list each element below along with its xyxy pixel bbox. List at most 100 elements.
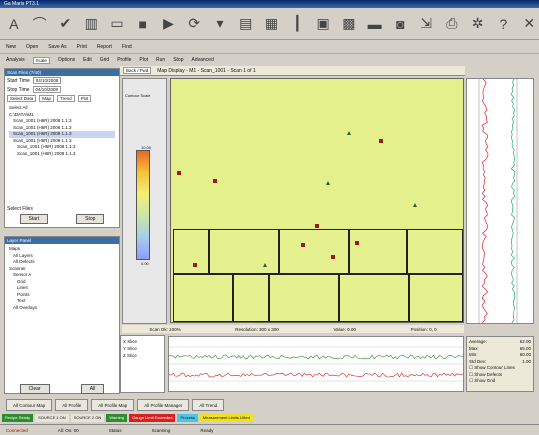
tree-item[interactable]: Scan_1001 (H6R) 2008 1.1.3 — [9, 131, 115, 138]
layer-item[interactable]: Points — [17, 291, 30, 297]
tree-item[interactable]: Scan_1001 (H6R) 2008 1.1.3 — [17, 150, 76, 156]
alarm-indicator[interactable]: Warning — [106, 413, 127, 422]
tb3-plot[interactable]: Plot — [139, 57, 149, 63]
slice-y[interactable]: Y Slice — [123, 346, 137, 351]
layers-icon[interactable]: ▥ — [84, 15, 98, 31]
tb3-grid[interactable]: Grid — [99, 57, 110, 63]
tree-item[interactable]: Select All — [9, 105, 28, 110]
defect-marker[interactable] — [315, 224, 319, 228]
tb3-options[interactable]: Options — [57, 57, 76, 63]
tab-profile-map[interactable]: All Profile Map — [91, 399, 135, 411]
tab-trend[interactable]: Trend — [57, 95, 75, 102]
tb3-advanced[interactable]: Advanced — [191, 57, 214, 63]
tree-item[interactable]: C:\DATA\M1 — [9, 111, 34, 117]
layer-item[interactable]: Sensor A — [13, 272, 32, 277]
defect-marker[interactable] — [379, 139, 383, 143]
defect-triangle[interactable] — [263, 263, 267, 267]
tb3-edit[interactable]: Edit — [83, 57, 92, 63]
clear-button[interactable]: Clear — [19, 384, 50, 394]
defect-triangle[interactable] — [413, 203, 417, 207]
refresh-icon[interactable]: ⟳ — [188, 15, 201, 31]
tb3-run[interactable]: Run — [156, 57, 166, 63]
defect-triangle[interactable] — [326, 181, 330, 185]
checkbox-contour[interactable]: ☐ Show Contour Lines — [469, 365, 515, 370]
defect-marker[interactable] — [355, 241, 359, 245]
contour-map[interactable] — [170, 78, 464, 323]
tab-map[interactable]: Map — [39, 95, 55, 102]
start-button[interactable]: Start — [19, 214, 49, 224]
layer-item[interactable]: Maps — [9, 246, 21, 251]
settings-icon[interactable]: ✲ — [471, 15, 484, 31]
layer-item[interactable]: Lines — [17, 285, 28, 290]
toolbar-open[interactable]: Open — [26, 43, 39, 50]
alarm-indicator[interactable]: SOURCE 1 ON — [35, 413, 69, 422]
print-icon[interactable]: ⎙ — [446, 15, 458, 31]
defect-marker[interactable] — [301, 243, 305, 247]
layer-item[interactable]: All Defects — [13, 259, 35, 264]
trend-plot[interactable] — [168, 336, 464, 392]
layer-item[interactable]: Text — [17, 298, 26, 303]
tree-item[interactable]: Scan_1001 (H6R) 2008 1.1.3 — [17, 144, 76, 149]
toolbar-report[interactable]: Report — [96, 43, 112, 50]
tb3-analysis[interactable]: Analysis — [6, 57, 25, 63]
defect-marker[interactable] — [177, 171, 181, 175]
tab-plot[interactable]: Plot — [77, 95, 92, 102]
alarm-indicator[interactable]: Measurement Limits Lifted — [199, 413, 253, 422]
tab-profile-manager[interactable]: All Profile Manager — [137, 399, 190, 411]
tree-item[interactable]: Scan_1001 (H6R) 2008 1.1.3 — [13, 124, 72, 130]
defect-marker[interactable] — [331, 255, 335, 259]
tab-profile[interactable]: All Profile — [55, 399, 89, 411]
filter-icon[interactable]: ▾ — [216, 15, 224, 31]
defect-marker[interactable] — [213, 179, 217, 183]
stop-icon[interactable]: ■ — [138, 15, 147, 32]
tree-item[interactable]: Scan_1001 (H6R) 2008 1.1.3 — [13, 137, 72, 143]
checkbox-defects[interactable]: ☐ Show Defects — [469, 371, 503, 377]
stop-button[interactable]: Stop — [76, 214, 105, 224]
tb3-stop[interactable]: Stop — [173, 57, 184, 63]
alarm-indicator[interactable]: SOURCE 2 ON — [70, 413, 105, 422]
tab-contour-map[interactable]: All Contour Map — [6, 399, 53, 411]
tb3-scale-select[interactable]: Scale — [32, 56, 50, 64]
grid-icon[interactable]: ▦ — [264, 15, 279, 31]
alarm-indicator[interactable]: Gauge Limit Exceeded — [129, 413, 176, 422]
defect-triangle[interactable] — [347, 131, 351, 135]
nav-select[interactable]: Back / Fwd — [123, 67, 152, 74]
alarm-bar: Recipe Ready SOURCE 1 ON SOURCE 2 ON Warnin… — [0, 413, 539, 422]
window-icon[interactable]: ▭ — [110, 15, 124, 31]
toolbar-print[interactable]: Print — [76, 43, 87, 50]
media-icon[interactable]: ▶ — [163, 15, 174, 31]
capture-icon[interactable]: ◙ — [396, 15, 405, 32]
font-icon[interactable]: A — [9, 15, 19, 32]
chart-icon[interactable]: ▤ — [239, 15, 253, 31]
tab-select-data[interactable]: Select Data — [7, 95, 37, 102]
layer-item[interactable]: Grid — [17, 278, 26, 284]
path-icon[interactable]: ⌒ — [32, 15, 47, 32]
slice-z[interactable]: Z Slice — [123, 353, 137, 358]
tab-trend[interactable]: All Trend — [192, 399, 225, 411]
alarm-indicator[interactable]: Recipe Ready — [2, 413, 34, 422]
tb3-profile[interactable]: Profile — [117, 57, 132, 63]
tree-item[interactable]: Scan_1001 (H6R) 2008 1.1.3 — [13, 118, 72, 123]
slice-x[interactable]: X Slice — [123, 339, 138, 344]
check-icon[interactable]: ✔ — [59, 15, 72, 31]
help-icon[interactable]: ? — [499, 15, 508, 32]
close-icon[interactable]: ✕ — [523, 15, 536, 31]
toolbar-new[interactable]: New — [6, 43, 17, 50]
table-icon[interactable]: ▩ — [342, 15, 356, 31]
all-button[interactable]: All — [80, 384, 105, 394]
stop-time-input[interactable]: 04/10/2008 — [32, 86, 62, 93]
calendar-icon[interactable]: ▣ — [316, 15, 330, 31]
toolbar-find[interactable]: Find — [121, 43, 132, 50]
start-time-input[interactable]: 04/10/2008 — [32, 77, 62, 84]
alarm-indicator[interactable]: Process — [177, 413, 198, 422]
checkbox-grid[interactable]: ☐ Show Grid — [469, 378, 496, 383]
layer-item[interactable]: Scanner — [9, 265, 26, 271]
toolbar-save[interactable]: Save As — [48, 43, 67, 50]
layer-item[interactable]: All Overlays — [13, 304, 38, 310]
layer-item[interactable]: All Layers — [13, 252, 33, 258]
bars-icon[interactable]: ┃ — [293, 15, 302, 31]
monitor-icon[interactable]: ▬ — [367, 15, 382, 32]
defect-marker[interactable] — [193, 263, 197, 267]
map-header: Back / Fwd Map Display - M1 - Scan_1001 … — [120, 66, 465, 76]
export-icon[interactable]: ⇲ — [420, 15, 432, 31]
